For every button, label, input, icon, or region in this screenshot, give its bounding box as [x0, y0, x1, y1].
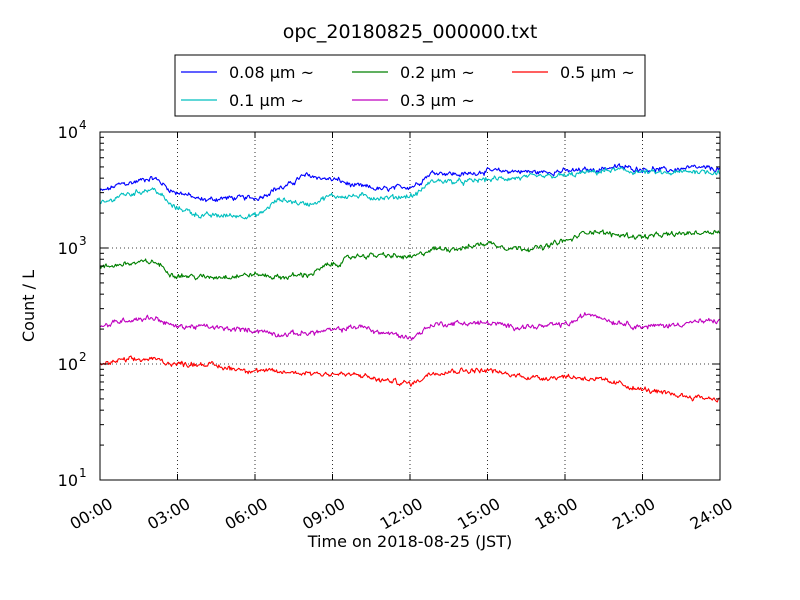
- legend-label-2: 0.1 μm ~: [229, 91, 304, 110]
- series-line-2: [99, 166, 721, 220]
- series-line-3: [99, 229, 721, 281]
- y-tick-exponent: 3: [79, 234, 87, 248]
- series-line-4: [99, 312, 721, 341]
- series-layer: [99, 163, 721, 403]
- legend-label-3: 0.2 μm ~: [400, 63, 475, 82]
- chart-title: opc_20180825_000000.txt: [283, 21, 538, 43]
- y-tick-exponent: 2: [79, 350, 87, 364]
- y-tick-exponent: 1: [79, 466, 87, 480]
- legend-items: 0.08 μm ~ 0.1 μm ~ 0.2 μm ~ 0.3 μm ~ 0.5 μm …: [181, 63, 635, 110]
- grid: [100, 132, 720, 480]
- series-line-1: [99, 163, 721, 203]
- x-axis-label: Time on 2018-08-25 (JST): [307, 532, 512, 551]
- legend: 0.08 μm ~ 0.1 μm ~ 0.2 μm ~ 0.3 μm ~ 0.5 μm …: [174, 54, 646, 117]
- legend-label-5: 0.5 μm ~: [560, 63, 635, 82]
- legend-frame: [174, 54, 646, 117]
- y-tick-label: 10: [58, 355, 78, 374]
- y-tick-label: 10: [58, 239, 78, 258]
- legend-label-1: 0.08 μm ~: [229, 63, 314, 82]
- series-line-5: [99, 355, 721, 403]
- y-tick-exponent: 4: [79, 118, 87, 132]
- y-tick-label: 10: [58, 123, 78, 142]
- y-axis-label: Count / L: [19, 270, 38, 342]
- ticks: [99, 131, 721, 481]
- legend-label-4: 0.3 μm ~: [400, 91, 475, 110]
- y-tick-label: 10: [58, 471, 78, 490]
